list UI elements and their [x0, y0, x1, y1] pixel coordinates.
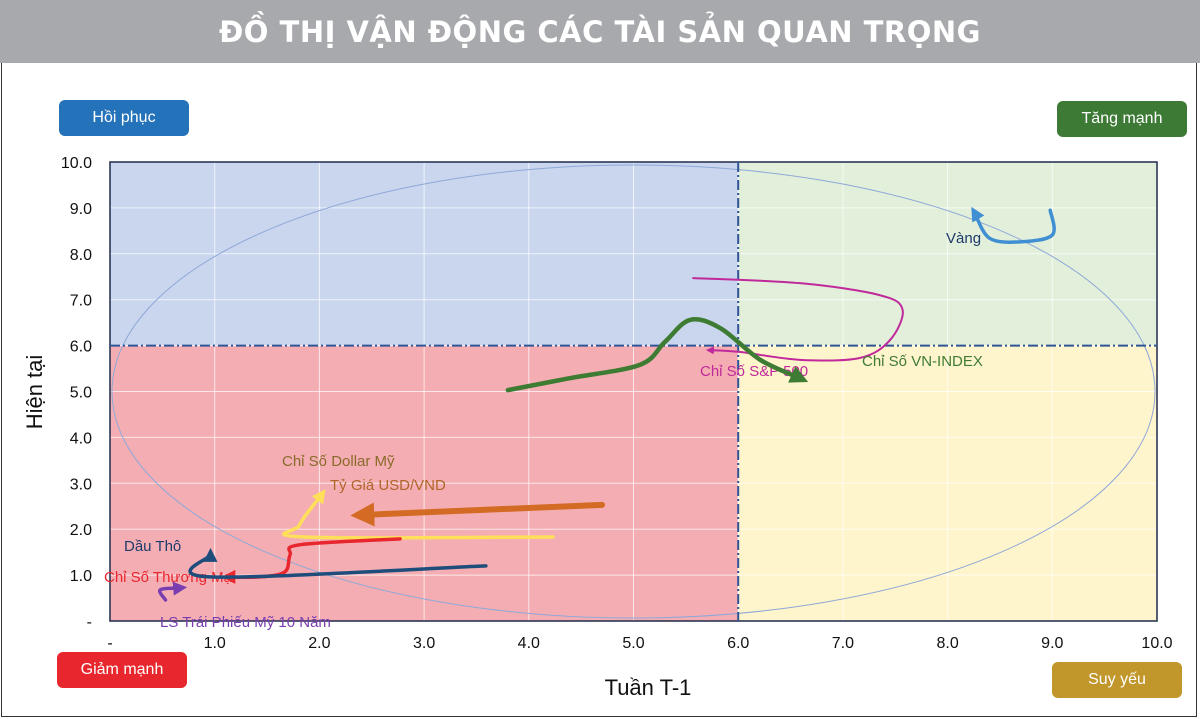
y-tick-label: 3.0 [70, 476, 92, 493]
series-line-1 [692, 277, 904, 362]
quadrant-label-weak: Suy yếu [1052, 662, 1182, 698]
series-line-3 [350, 501, 606, 527]
series-line-2 [505, 317, 809, 393]
x-tick-label: 9.0 [1041, 635, 1063, 652]
series-label: Chỉ Số Thương Mại [104, 569, 235, 586]
series-line-7 [158, 581, 188, 602]
series-line-0 [971, 206, 1056, 244]
x-tick-label: 7.0 [832, 635, 854, 652]
series-label: Chỉ Số Dollar Mỹ [282, 453, 395, 470]
series-label: LS Trái Phiếu Mỹ 10 Năm [160, 614, 331, 631]
y-tick-label: 4.0 [70, 430, 92, 447]
series-label: Chỉ Số VN-INDEX [862, 353, 983, 370]
page-title: ĐỒ THỊ VẬN ĐỘNG CÁC TÀI SẢN QUAN TRỌNG [0, 0, 1200, 63]
y-tick-label: 2.0 [70, 522, 92, 539]
x-tick-label: 10.0 [1141, 635, 1172, 652]
x-tick-label: 2.0 [308, 635, 330, 652]
series-label: Dầu Thô [124, 538, 181, 555]
quadrant-label-recovery: Hồi phục [59, 100, 189, 136]
x-tick-label: 6.0 [727, 635, 749, 652]
quadrant-label-falling: Giảm mạnh [57, 652, 187, 688]
x-tick-label: 1.0 [204, 635, 226, 652]
x-tick-label: 5.0 [622, 635, 644, 652]
y-tick-label: 1.0 [70, 568, 92, 585]
x-tick-label: 3.0 [413, 635, 435, 652]
x-tick-label: 8.0 [936, 635, 958, 652]
series-label: Tỷ Giá USD/VND [330, 477, 446, 494]
y-tick-label: 9.0 [70, 201, 92, 218]
series-label: Vàng [946, 230, 981, 247]
y-tick-label: 7.0 [70, 293, 92, 310]
x-axis-label: Tuần T-1 [605, 675, 692, 700]
series-label: Chỉ Số S&P 500 [700, 363, 808, 380]
y-axis-label: Hiện tại [22, 355, 47, 430]
series-line-4 [282, 489, 555, 540]
y-tick-label: - [87, 614, 92, 631]
plot-border [109, 161, 1158, 622]
y-tick-label: 8.0 [70, 247, 92, 264]
quadrant-label-strong: Tăng mạnh [1057, 101, 1187, 137]
x-tick-label: - [107, 635, 112, 652]
reference-ellipse [111, 164, 1156, 619]
series-line-6 [188, 547, 488, 579]
y-tick-label: 5.0 [70, 385, 92, 402]
x-tick-label: 4.0 [518, 635, 540, 652]
y-tick-label: 6.0 [70, 339, 92, 356]
y-tick-label: 10.0 [61, 155, 92, 172]
